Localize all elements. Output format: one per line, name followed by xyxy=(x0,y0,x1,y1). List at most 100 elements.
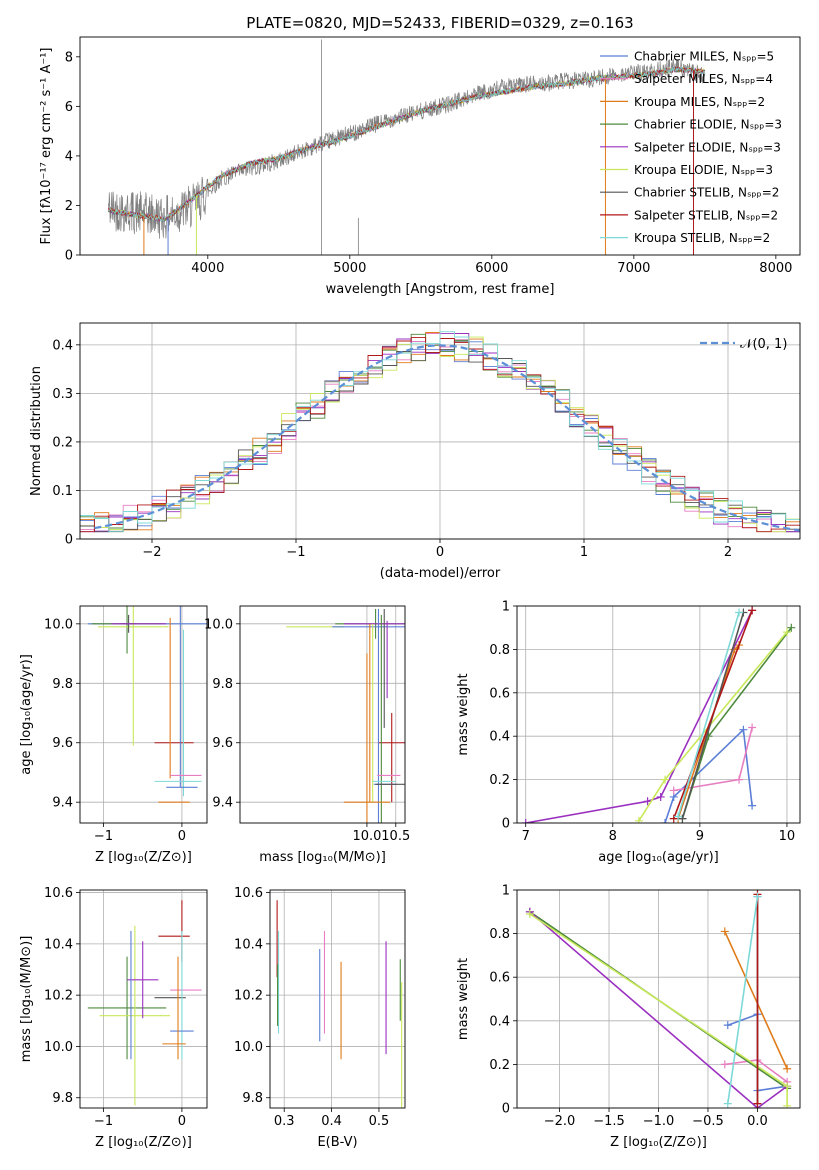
y-tick-label: 10.0 xyxy=(234,1040,263,1055)
x-tick-label: 0 xyxy=(178,1114,186,1129)
y-tick-label: 9.6 xyxy=(52,736,73,751)
plot-frame-massweight-vs-Z xyxy=(516,889,801,1109)
plot-frame-residuals xyxy=(79,322,801,540)
weight-marker xyxy=(661,819,670,823)
x-tick-label: 10.5 xyxy=(381,829,410,844)
y-tick-label: 10.4 xyxy=(44,937,73,952)
y-axis-label: mass [log₁₀(M/M⊙)] xyxy=(19,936,34,1063)
weight-line-5 xyxy=(638,631,788,822)
axes-massweight-vs-age: 7 8 9 10 0 0.2 0.4 0.6 0.8 1 age [log₁₀(age/yr)] ma… xyxy=(456,600,800,865)
y-tick-label: 0.3 xyxy=(52,387,73,402)
y-tick-label: 9.8 xyxy=(52,677,73,692)
y-axis-label: Flux [fλ10⁻¹⁷ erg cm⁻² s⁻¹ A⁻¹] xyxy=(39,48,54,245)
y-tick-label: 9.6 xyxy=(212,736,233,751)
x-tick-label: 8 xyxy=(609,829,617,844)
x-tick-label: 6000 xyxy=(475,261,508,276)
weight-marker xyxy=(735,775,744,784)
y-tick-label: 10.6 xyxy=(234,886,263,901)
weight-marker xyxy=(783,1082,792,1091)
y-tick-label: 8 xyxy=(65,50,73,65)
marks-massweight-vs-Z xyxy=(525,890,792,1108)
axes-age-vs-Z: −1 0 9.4 9.6 9.8 10.0 Z [log₁₀(Z/Z⊙)] age [log₁… xyxy=(19,606,207,865)
axes-spectrum: 4000 5000 6000 7000 8000 0 2 4 6 8 wavelength [Ang… xyxy=(39,48,792,298)
y-tick-label: 2 xyxy=(65,199,73,214)
y-tick-label: 9.8 xyxy=(242,1091,263,1106)
weight-marker xyxy=(669,786,678,795)
x-tick-label: 9 xyxy=(696,829,704,844)
y-tick-label: 0.8 xyxy=(489,927,510,942)
weight-marker xyxy=(521,819,530,823)
legend-label: Salpeter ELODIE, Nₛₚₚ=3 xyxy=(634,140,781,154)
y-tick-label: 10.0 xyxy=(44,1040,73,1055)
weight-marker xyxy=(656,792,665,801)
y-tick-label: 10.6 xyxy=(44,886,73,901)
x-axis-label: age [log₁₀(age/yr)] xyxy=(598,850,719,865)
x-tick-label: 0 xyxy=(178,829,186,844)
y-tick-label: 10.2 xyxy=(234,989,263,1004)
y-tick-label: 0.6 xyxy=(489,686,510,701)
axes-mass-vs-EBV: 0.3 0.4 0.5 9.8 10.0 10.2 10.4 10.6 E(B-V) xyxy=(234,886,405,1150)
x-tick-label: 10.0 xyxy=(352,829,381,844)
weight-marker xyxy=(720,1060,729,1069)
x-tick-label: 1 xyxy=(580,545,588,560)
y-tick-label: 4 xyxy=(65,149,73,164)
x-tick-label: −1 xyxy=(94,1114,113,1129)
y-tick-label: 10.0 xyxy=(204,617,233,632)
legend-spectrum: Chabrier MILES, Nₛₚₚ=5 Salpeter MILES, Nₛ… xyxy=(600,50,782,245)
legend-label: Chabrier ELODIE, Nₛₚₚ=3 xyxy=(634,118,782,132)
marks-mass-vs-Z xyxy=(87,900,202,1106)
y-axis-label: mass weight xyxy=(456,958,471,1040)
y-tick-label: 0 xyxy=(65,249,73,264)
weight-line-7 xyxy=(672,610,753,819)
x-tick-label: 7 xyxy=(522,829,530,844)
y-tick-label: 1 xyxy=(502,884,510,899)
y-tick-label: 0 xyxy=(65,533,73,548)
weight-marker xyxy=(787,623,796,632)
weight-line-3 xyxy=(681,627,792,819)
weight-marker xyxy=(739,725,748,734)
plot-frame-massweight-vs-age xyxy=(516,605,801,824)
axes-massweight-vs-Z: −2.0 −1.5 −1.0 −0.5 0.0 0 0.2 0.4 0.6 0.8 1 Z [log₁… xyxy=(456,884,800,1150)
x-tick-label: −1.0 xyxy=(643,1114,675,1129)
plot-frame-spectrum xyxy=(79,36,801,256)
x-tick-label: −2.0 xyxy=(544,1114,576,1129)
x-axis-label: Z [log₁₀(Z/Z⊙)] xyxy=(95,1135,192,1150)
weight-marker xyxy=(525,909,534,918)
plot-frame-mass-vs-EBV xyxy=(269,889,406,1109)
weight-marker xyxy=(783,1101,792,1108)
marks-mass-vs-EBV xyxy=(276,900,403,1108)
x-tick-label: 8000 xyxy=(759,261,792,276)
legend-label: Chabrier STELIB, Nₛₚₚ=2 xyxy=(634,186,779,200)
gaussian-curve xyxy=(94,344,800,532)
axes-residuals: −2 −1 0 1 2 0 0.1 0.2 0.3 0.4 (data-model)/error No… xyxy=(29,323,800,581)
y-tick-label: 0.2 xyxy=(489,1058,510,1073)
y-tick-label: 0.4 xyxy=(489,1014,510,1029)
weight-marker xyxy=(661,775,670,784)
x-tick-label: 5000 xyxy=(333,261,366,276)
observed-spectrum xyxy=(108,58,706,239)
y-tick-label: 0.8 xyxy=(489,643,510,658)
x-tick-label: 0.0 xyxy=(747,1114,768,1129)
y-tick-label: 1 xyxy=(502,600,510,615)
x-tick-label: 7000 xyxy=(617,261,650,276)
x-tick-label: 0.4 xyxy=(321,1114,342,1129)
legend-label: Salpeter STELIB, Nₛₚₚ=2 xyxy=(634,208,778,222)
x-tick-label: 4000 xyxy=(191,261,224,276)
y-tick-label: 0 xyxy=(502,817,510,832)
x-tick-label: 0.5 xyxy=(369,1114,390,1129)
weight-marker xyxy=(643,797,652,806)
x-axis-label: Z [log₁₀(Z/Z⊙)] xyxy=(610,1135,707,1150)
legend-label: Kroupa ELODIE, Nₛₚₚ=3 xyxy=(634,163,773,177)
axes-mass-vs-Z: −1 0 9.8 10.0 10.2 10.4 10.6 Z [log₁₀(Z/Z⊙)] mas… xyxy=(19,886,207,1150)
weight-marker xyxy=(748,723,757,732)
y-tick-label: 10.2 xyxy=(44,989,73,1004)
weight-marker xyxy=(678,814,687,823)
y-tick-label: 9.4 xyxy=(52,796,73,811)
legend-residuals: 𝒩(0, 1) xyxy=(700,337,787,352)
x-tick-label: −1.5 xyxy=(593,1114,625,1129)
legend-label: Salpeter MILES, Nₛₚₚ=4 xyxy=(634,72,773,86)
figure-title: PLATE=0820, MJD=52433, FIBERID=0329, z=0… xyxy=(246,14,633,32)
x-tick-label: 10 xyxy=(779,829,796,844)
x-axis-label: Z [log₁₀(Z/Z⊙)] xyxy=(95,850,192,865)
